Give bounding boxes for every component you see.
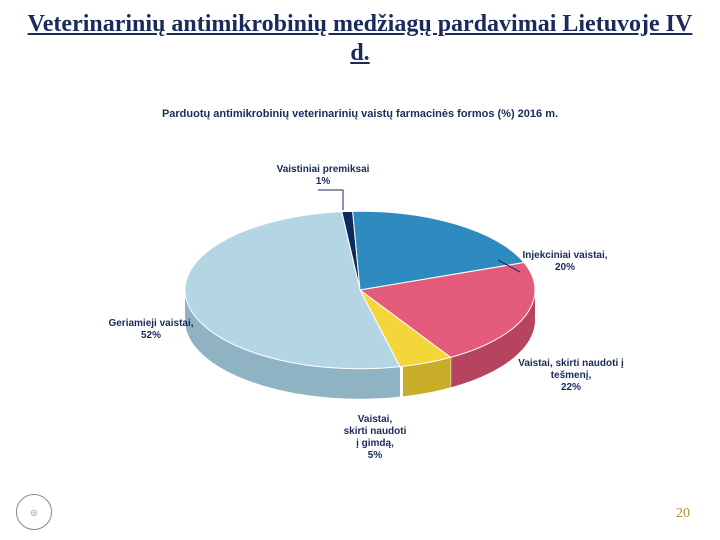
slice-label: Vaistiniai premiksai 1% (268, 164, 378, 188)
slice-label: Injekciniai vaistai, 20% (510, 250, 620, 274)
slide-title: Veterinarinių antimikrobinių medžiagų pa… (0, 0, 720, 72)
leader-line (318, 190, 343, 210)
slice-label: Vaistai, skirti naudoti į gimdą, 5% (330, 414, 420, 462)
page-number: 20 (676, 506, 690, 522)
logo-seal: ◎ (16, 494, 52, 530)
slice-label: Geriamieji vaistai, 52% (96, 318, 206, 342)
chart-title: Parduotų antimikrobinių veterinarinių va… (0, 108, 720, 120)
footer: ◎ 20 (0, 492, 720, 532)
slice-label: Vaistai, skirti naudoti į tešmenį, 22% (506, 358, 636, 394)
pie-chart: Vaistiniai premiksai 1% Injekciniai vaist… (0, 150, 720, 490)
